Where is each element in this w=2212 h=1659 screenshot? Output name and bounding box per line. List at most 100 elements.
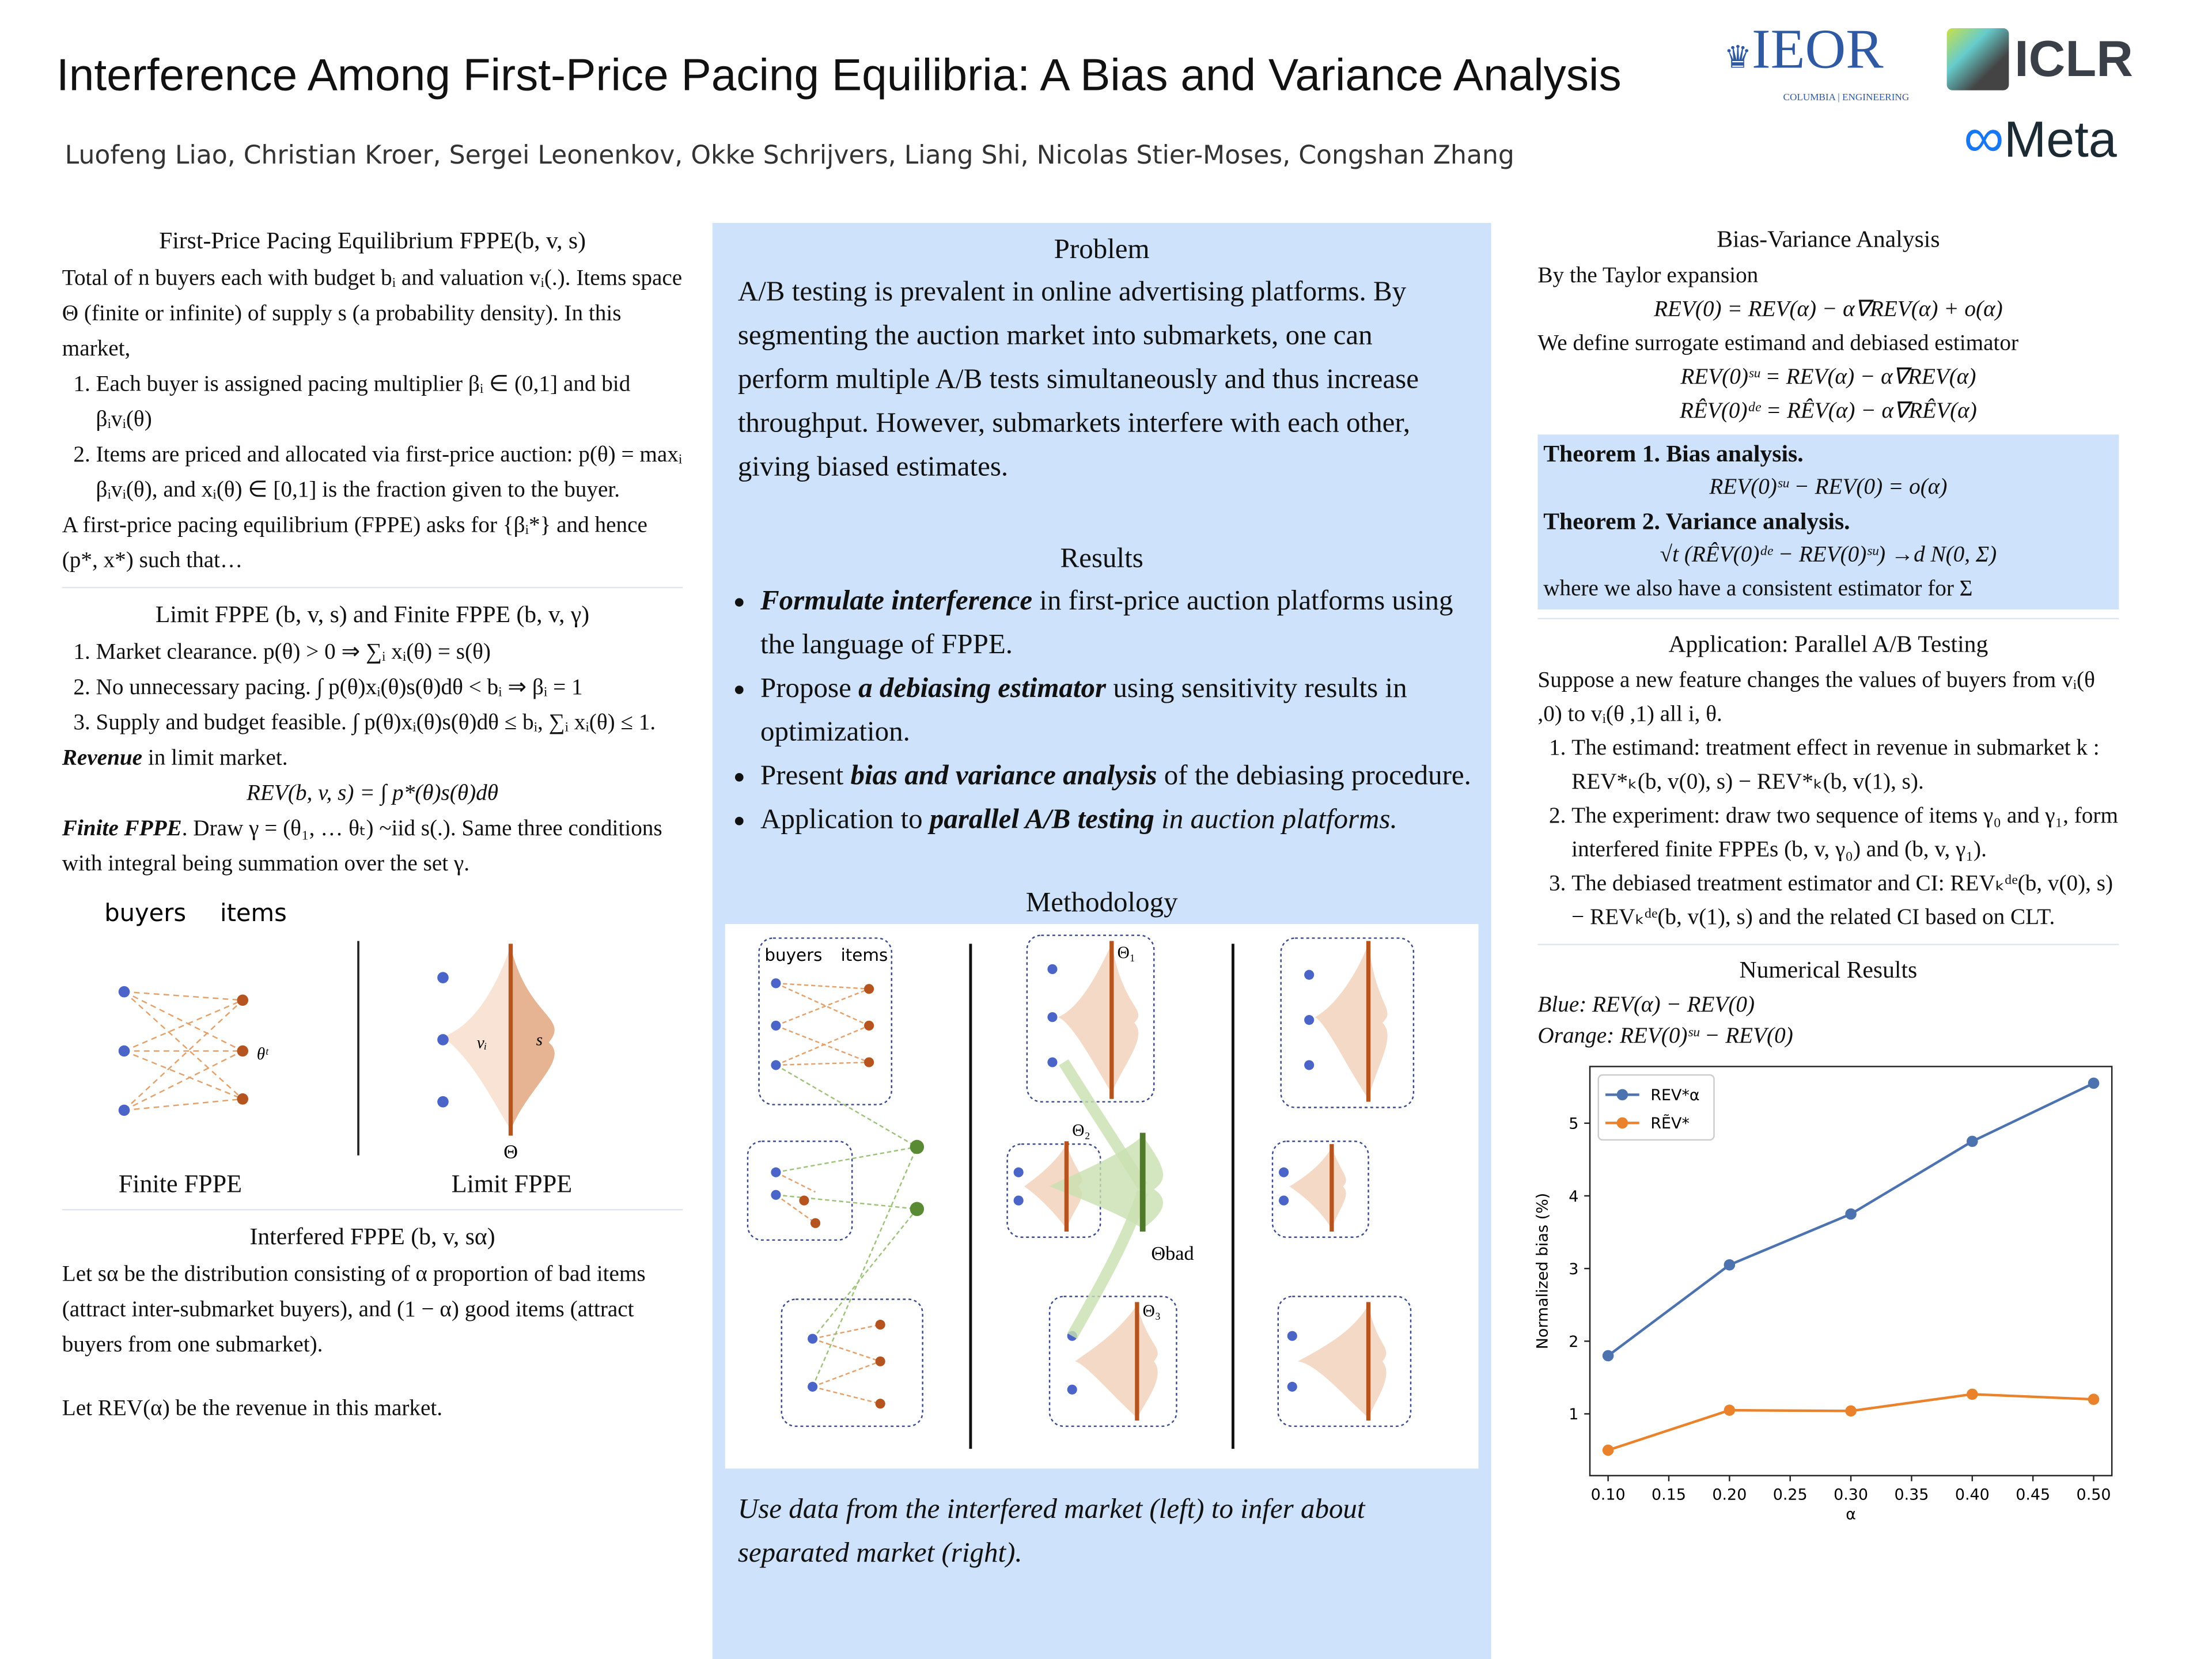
condition-item: No unnecessary pacing. ∫ p(θ)xᵢ(θ)s(θ)dθ… [96,670,683,705]
data-point [1845,1405,1857,1417]
revenue-equation: REV(b, v, s) = ∫ p*(θ)s(θ)dθ [247,781,498,806]
middle-column: Problem A/B testing is prevalent in onli… [712,222,1491,1659]
result-item: Formulate interference in first-price au… [760,580,1491,668]
figure-labels: Finite FPPE Limit FPPE [62,1166,683,1200]
legend-marker [1616,1089,1628,1101]
theorem-2: Theorem 2. Variance analysis. [1543,507,1850,535]
x-tick-label: 0.20 [1712,1486,1747,1503]
svg-text:Θbad: Θbad [1151,1243,1194,1264]
limit-fppe-title: Limit FPPE (b, v, s) and Finite FPPE (b,… [155,601,590,628]
methodology-diagram: buyers items Θ₁ Θ₂ Θ₃ Θbad [725,924,1479,1469]
svg-text:buyers: buyers [104,899,186,927]
svg-text:Θ₃: Θ₃ [1143,1302,1161,1320]
surrogate-equation: REV(0)ˢᵘ = REV(α) − α∇REV(α) [1680,365,1976,389]
svg-text:items: items [220,899,287,927]
y-tick-label: 5 [1569,1115,1578,1133]
fppe-title: First-Price Pacing Equilibrium FPPE(b, v… [159,227,586,254]
numerical-title: Numerical Results [1739,956,1918,983]
left-column: First-Price Pacing Equilibrium FPPE(b, v… [62,223,683,1426]
theorem-2-eq: √t (RÊV(0)ᵈᵉ − REV(0)ˢᵘ) →d N(0, Σ) [1660,543,1997,567]
y-axis-label: Normalized bias (%) [1534,1193,1552,1349]
debiased-equation: RÊV(0)ᵈᵉ = RÊV(α) − α∇RÊV(α) [1680,399,1977,423]
bias-variance-title: Bias-Variance Analysis [1717,225,1940,253]
legend-label: RẼV* [1650,1114,1690,1132]
data-point [1602,1444,1614,1456]
data-point [2088,1393,2100,1405]
application-item: The experiment: draw two sequence of ite… [1571,800,2119,868]
poster-title: Interference Among First-Price Pacing Eq… [56,49,1622,100]
svg-text:Θ₂: Θ₂ [1072,1121,1090,1139]
taylor-equation: REV(0) = REV(α) − α∇REV(α) + o(α) [1654,297,2003,322]
application-intro: Suppose a new feature changes the values… [1537,668,2095,727]
condition-item: Market clearance. p(θ) > 0 ⇒ ∑ᵢ xᵢ(θ) = … [96,635,683,670]
divider [62,1209,683,1211]
blue-legend-text: Blue: REV(α) − REV(0) [1537,993,1755,1017]
results-list: Formulate interference in first-price au… [713,580,1491,843]
fppe-item: Items are priced and allocated via first… [96,437,683,507]
result-item: Propose a debiasing estimator using sens… [760,667,1491,755]
bias-chart: 0.10 0.15 0.20 0.25 0.30 0.35 0.40 0.45 0.50 1 2 3 4… [1534,1066,2113,1524]
divider [1537,618,2119,620]
result-item: Application to parallel A/B testing in a… [760,798,1491,842]
theorems-box: Theorem 1. Bias analysis. REV(0)ˢᵘ − REV… [1537,434,2119,609]
right-column: Bias-Variance Analysis By the Taylor exp… [1534,223,2119,1535]
condition-item: Supply and budget feasible. ∫ p(θ)xᵢ(θ)s… [96,706,683,741]
svg-text:vᵢ: vᵢ [477,1034,487,1052]
taylor-text: By the Taylor expansion [1537,263,1759,288]
data-point [1724,1259,1736,1271]
x-tick-label: 0.15 [1652,1486,1686,1503]
data-point [1967,1135,1978,1147]
data-point [1967,1388,1978,1400]
divider [62,586,683,589]
fppe-outro: A first-price pacing equilibrium (FPPE) … [62,513,647,573]
application-item: The estimand: treatment effect in revenu… [1571,732,2119,800]
finite-fppe-text: Finite FPPE. Draw γ = (θ₁, … θₜ) ~iid s(… [62,816,662,876]
y-tick-label: 1 [1569,1406,1578,1423]
x-axis-label: α [1846,1506,1856,1524]
svg-text:s: s [536,1031,543,1050]
result-item: Present bias and variance analysis of th… [760,755,1491,798]
fppe-figure: buyers items θᵗ vᵢ s Θ [104,899,555,1163]
ieor-logo: ♛IEOR COLUMBIA | ENGINEERING [1724,17,1910,103]
fppe-intro: Total of n buyers each with budget bᵢ an… [62,266,683,361]
data-point [2088,1077,2100,1089]
x-tick-label: 0.45 [2016,1486,2050,1503]
theorem-1: Theorem 1. Bias analysis. [1543,440,1804,467]
authors: Luofeng Liao, Christian Kroer, Sergei Le… [65,141,1514,171]
x-tick-label: 0.25 [1773,1486,1808,1503]
finite-fppe-label: Finite FPPE [118,1169,243,1198]
application-item: The debiased treatment estimator and CI:… [1571,868,2119,935]
orange-legend-text: Orange: REV(0)ˢᵘ − REV(0) [1537,1024,1793,1048]
interfered-text: Let sα be the distribution consisting of… [62,1262,646,1357]
x-tick-label: 0.40 [1955,1486,1990,1503]
limit-fppe-label: Limit FPPE [451,1169,573,1198]
svg-text:Θ: Θ [503,1141,518,1163]
fppe-item: Each buyer is assigned pacing multiplier… [96,367,683,437]
legend-label: REV*α [1650,1086,1699,1104]
methodology-caption: Use data from the interfered market (lef… [737,1494,1365,1569]
problem-title: Problem [1054,234,1150,266]
data-point [1724,1404,1736,1416]
x-tick-label: 0.10 [1591,1486,1626,1503]
data-point [1602,1350,1614,1362]
x-tick-label: 0.30 [1834,1486,1868,1503]
legend-marker [1616,1117,1628,1129]
y-tick-label: 2 [1569,1333,1578,1351]
results-title: Results [1060,543,1143,574]
y-tick-label: 3 [1569,1260,1578,1278]
x-tick-label: 0.35 [1894,1486,1929,1503]
define-text: We define surrogate estimand and debiase… [1537,331,2019,356]
svg-text:θᵗ: θᵗ [257,1045,269,1063]
theorem-2-note: where we also have a consistent estimato… [1543,577,1973,601]
iclr-logo: ICLR [1946,28,2133,90]
meta-logo: ∞Meta [1964,107,2117,169]
methodology-title: Methodology [1025,887,1178,919]
problem-text: A/B testing is prevalent in online adver… [737,276,1419,483]
divider [1537,944,2119,945]
svg-text:items: items [841,945,888,965]
svg-text:Θ₁: Θ₁ [1118,944,1135,962]
y-tick-label: 4 [1569,1188,1578,1206]
revenue-line: Revenue in limit market. [62,746,288,771]
x-tick-label: 0.50 [2077,1486,2111,1503]
